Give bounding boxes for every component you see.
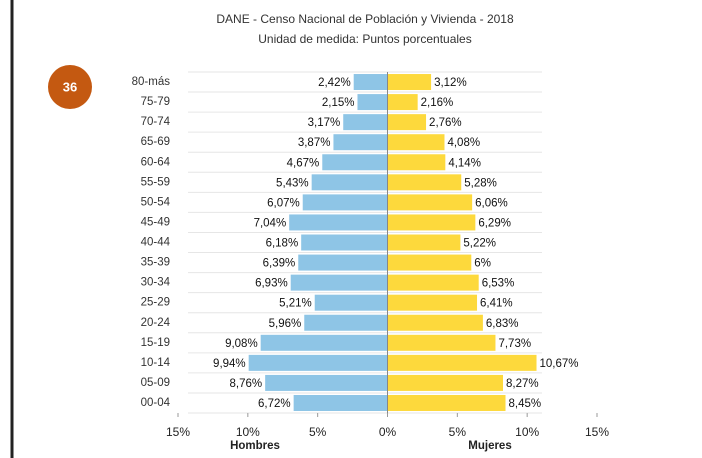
value-label: 8,76%	[230, 378, 263, 390]
y-tick-label: 35-39	[141, 257, 170, 269]
x-tick-label: 10%	[236, 425, 260, 439]
y-tick-label: 00-04	[141, 397, 171, 409]
value-label: 7,04%	[254, 217, 287, 229]
value-label: 6,39%	[263, 258, 296, 270]
bar	[387, 174, 462, 191]
y-tick-label: 75-79	[141, 96, 170, 108]
bar	[387, 134, 445, 151]
y-tick-label: 20-24	[141, 317, 171, 329]
value-label: 3,12%	[434, 77, 467, 89]
bar	[293, 394, 388, 411]
y-tick-label: 05-09	[141, 377, 170, 389]
value-label: 6,72%	[258, 398, 291, 410]
value-label: 10,67%	[540, 358, 579, 370]
bar	[322, 154, 388, 171]
bar	[301, 234, 388, 251]
bar	[314, 294, 388, 311]
value-label: 9,94%	[213, 358, 246, 370]
x-tick-label: 15%	[585, 425, 609, 439]
bar	[387, 294, 478, 311]
bar	[289, 214, 388, 231]
x-tick-label: 5%	[309, 425, 327, 439]
bar	[302, 194, 388, 211]
bar	[290, 274, 388, 291]
badge-label: 36	[63, 79, 77, 94]
y-tick-label: 60-64	[141, 156, 171, 168]
value-label: 3,87%	[298, 137, 331, 149]
badge	[48, 65, 92, 109]
x-tick-label: 5%	[449, 425, 467, 439]
bar	[357, 94, 388, 111]
bar	[311, 174, 388, 191]
y-tick-label: 70-74	[141, 116, 171, 128]
bar	[387, 394, 506, 411]
value-label: 5,22%	[463, 238, 496, 250]
value-label: 6,29%	[478, 217, 511, 229]
value-label: 4,67%	[287, 157, 320, 169]
y-tick-label: 65-69	[141, 136, 170, 148]
value-label: 2,15%	[322, 97, 355, 109]
value-label: 6,41%	[480, 298, 513, 310]
value-label: 5,28%	[464, 177, 497, 189]
bar	[265, 374, 388, 391]
x-tick-label: 10%	[515, 425, 539, 439]
x-tick-label: 0%	[379, 425, 397, 439]
value-label: 4,14%	[448, 157, 481, 169]
bar	[304, 314, 388, 331]
legend-mujeres: Mujeres	[468, 440, 511, 452]
bar	[387, 254, 472, 271]
value-label: 8,27%	[506, 378, 539, 390]
value-label: 8,45%	[509, 398, 542, 410]
bar	[248, 354, 388, 371]
value-label: 2,42%	[318, 77, 351, 89]
bar	[387, 314, 483, 331]
value-label: 2,16%	[421, 97, 454, 109]
bar	[387, 94, 418, 111]
legend-hombres: Hombres	[230, 440, 280, 452]
value-label: 7,73%	[498, 338, 531, 350]
chart-subtitle: Unidad de medida: Puntos porcentuales	[258, 32, 471, 46]
value-label: 5,43%	[276, 177, 309, 189]
bar	[387, 374, 504, 391]
value-label: 6,93%	[255, 278, 288, 290]
bar	[387, 154, 446, 171]
value-label: 6,18%	[266, 238, 299, 250]
bar	[260, 334, 388, 351]
bar	[298, 254, 388, 271]
value-label: 5,21%	[279, 298, 312, 310]
y-tick-label: 45-49	[141, 216, 170, 228]
bar	[387, 194, 473, 211]
y-tick-label: 15-19	[141, 337, 170, 349]
y-tick-label: 80-más	[132, 76, 171, 88]
bar	[353, 74, 388, 91]
value-label: 3,17%	[308, 117, 341, 129]
bar	[387, 334, 496, 351]
value-label: 5,96%	[269, 318, 302, 330]
bar	[343, 114, 388, 131]
value-label: 6,07%	[267, 197, 300, 209]
value-label: 6,83%	[486, 318, 519, 330]
value-label: 6,53%	[482, 278, 515, 290]
y-tick-label: 55-59	[141, 176, 170, 188]
y-tick-label: 30-34	[141, 277, 171, 289]
x-tick-label: 15%	[166, 425, 190, 439]
bar	[387, 114, 427, 131]
value-label: 6%	[474, 258, 491, 270]
y-tick-label: 10-14	[141, 357, 171, 369]
bar	[387, 354, 537, 371]
chart-title: DANE - Censo Nacional de Población y Viv…	[216, 12, 514, 26]
bar	[387, 214, 476, 231]
value-label: 6,06%	[475, 197, 508, 209]
bar	[333, 134, 388, 151]
bar	[387, 74, 432, 91]
value-label: 9,08%	[225, 338, 258, 350]
value-label: 4,08%	[447, 137, 480, 149]
bar	[387, 234, 461, 251]
y-tick-label: 25-29	[141, 297, 170, 309]
y-tick-label: 40-44	[141, 237, 171, 249]
value-label: 2,76%	[429, 117, 462, 129]
y-tick-label: 50-54	[141, 196, 171, 208]
bar	[387, 274, 479, 291]
